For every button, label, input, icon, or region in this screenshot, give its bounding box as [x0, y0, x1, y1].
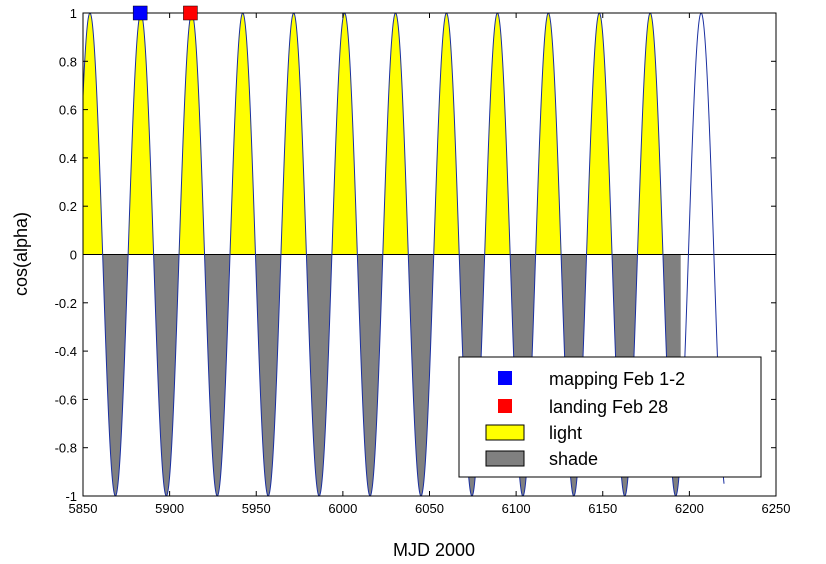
x-axis-label: MJD 2000 [393, 540, 475, 560]
x-tick-label: 6050 [415, 501, 444, 516]
y-tick-label: -0.2 [55, 296, 77, 311]
x-tick-label: 5900 [155, 501, 184, 516]
y-tick-label: 0.8 [59, 54, 77, 69]
landing-marker [183, 5, 198, 21]
event-markers [132, 5, 198, 21]
y-tick-label: 0 [70, 248, 77, 263]
y-axis-label: cos(alpha) [11, 212, 31, 296]
y-tick-label: -0.4 [55, 344, 77, 359]
legend-label-shade: shade [549, 449, 598, 469]
legend-label-light: light [549, 423, 582, 443]
y-tick-label: 0.2 [59, 199, 77, 214]
y-tick-label: -0.6 [55, 392, 77, 407]
y-tick-label: 0.4 [59, 151, 77, 166]
y-tick-label: -0.8 [55, 441, 77, 456]
mapping-marker [132, 5, 148, 21]
x-tick-label: 5950 [242, 501, 271, 516]
y-tick-label: 1 [70, 6, 77, 21]
x-tick-label: 6250 [762, 501, 791, 516]
legend-swatch-light [485, 424, 525, 441]
x-tick-label: 6100 [502, 501, 531, 516]
legend-swatch-landing [498, 399, 512, 413]
y-tick-label: -1 [65, 489, 77, 504]
legend-label-landing: landing Feb 28 [549, 397, 668, 417]
axis-ticks: 5850 5900 5950 6000 6050 6100 6150 6200 6250 1 0.8… [55, 6, 791, 516]
shade-fill [83, 254, 681, 496]
x-tick-label: 6000 [328, 501, 357, 516]
legend-swatch-shade [485, 450, 525, 467]
y-tick-label: 0.6 [59, 103, 77, 118]
x-tick-label: 6150 [588, 501, 617, 516]
x-tick-label: 6200 [675, 501, 704, 516]
legend: mapping Feb 1-2 landing Feb 28 light sha… [458, 356, 762, 478]
x-tick-label: 5850 [69, 501, 98, 516]
legend-label-mapping: mapping Feb 1-2 [549, 369, 685, 389]
legend-swatch-mapping [498, 371, 512, 385]
